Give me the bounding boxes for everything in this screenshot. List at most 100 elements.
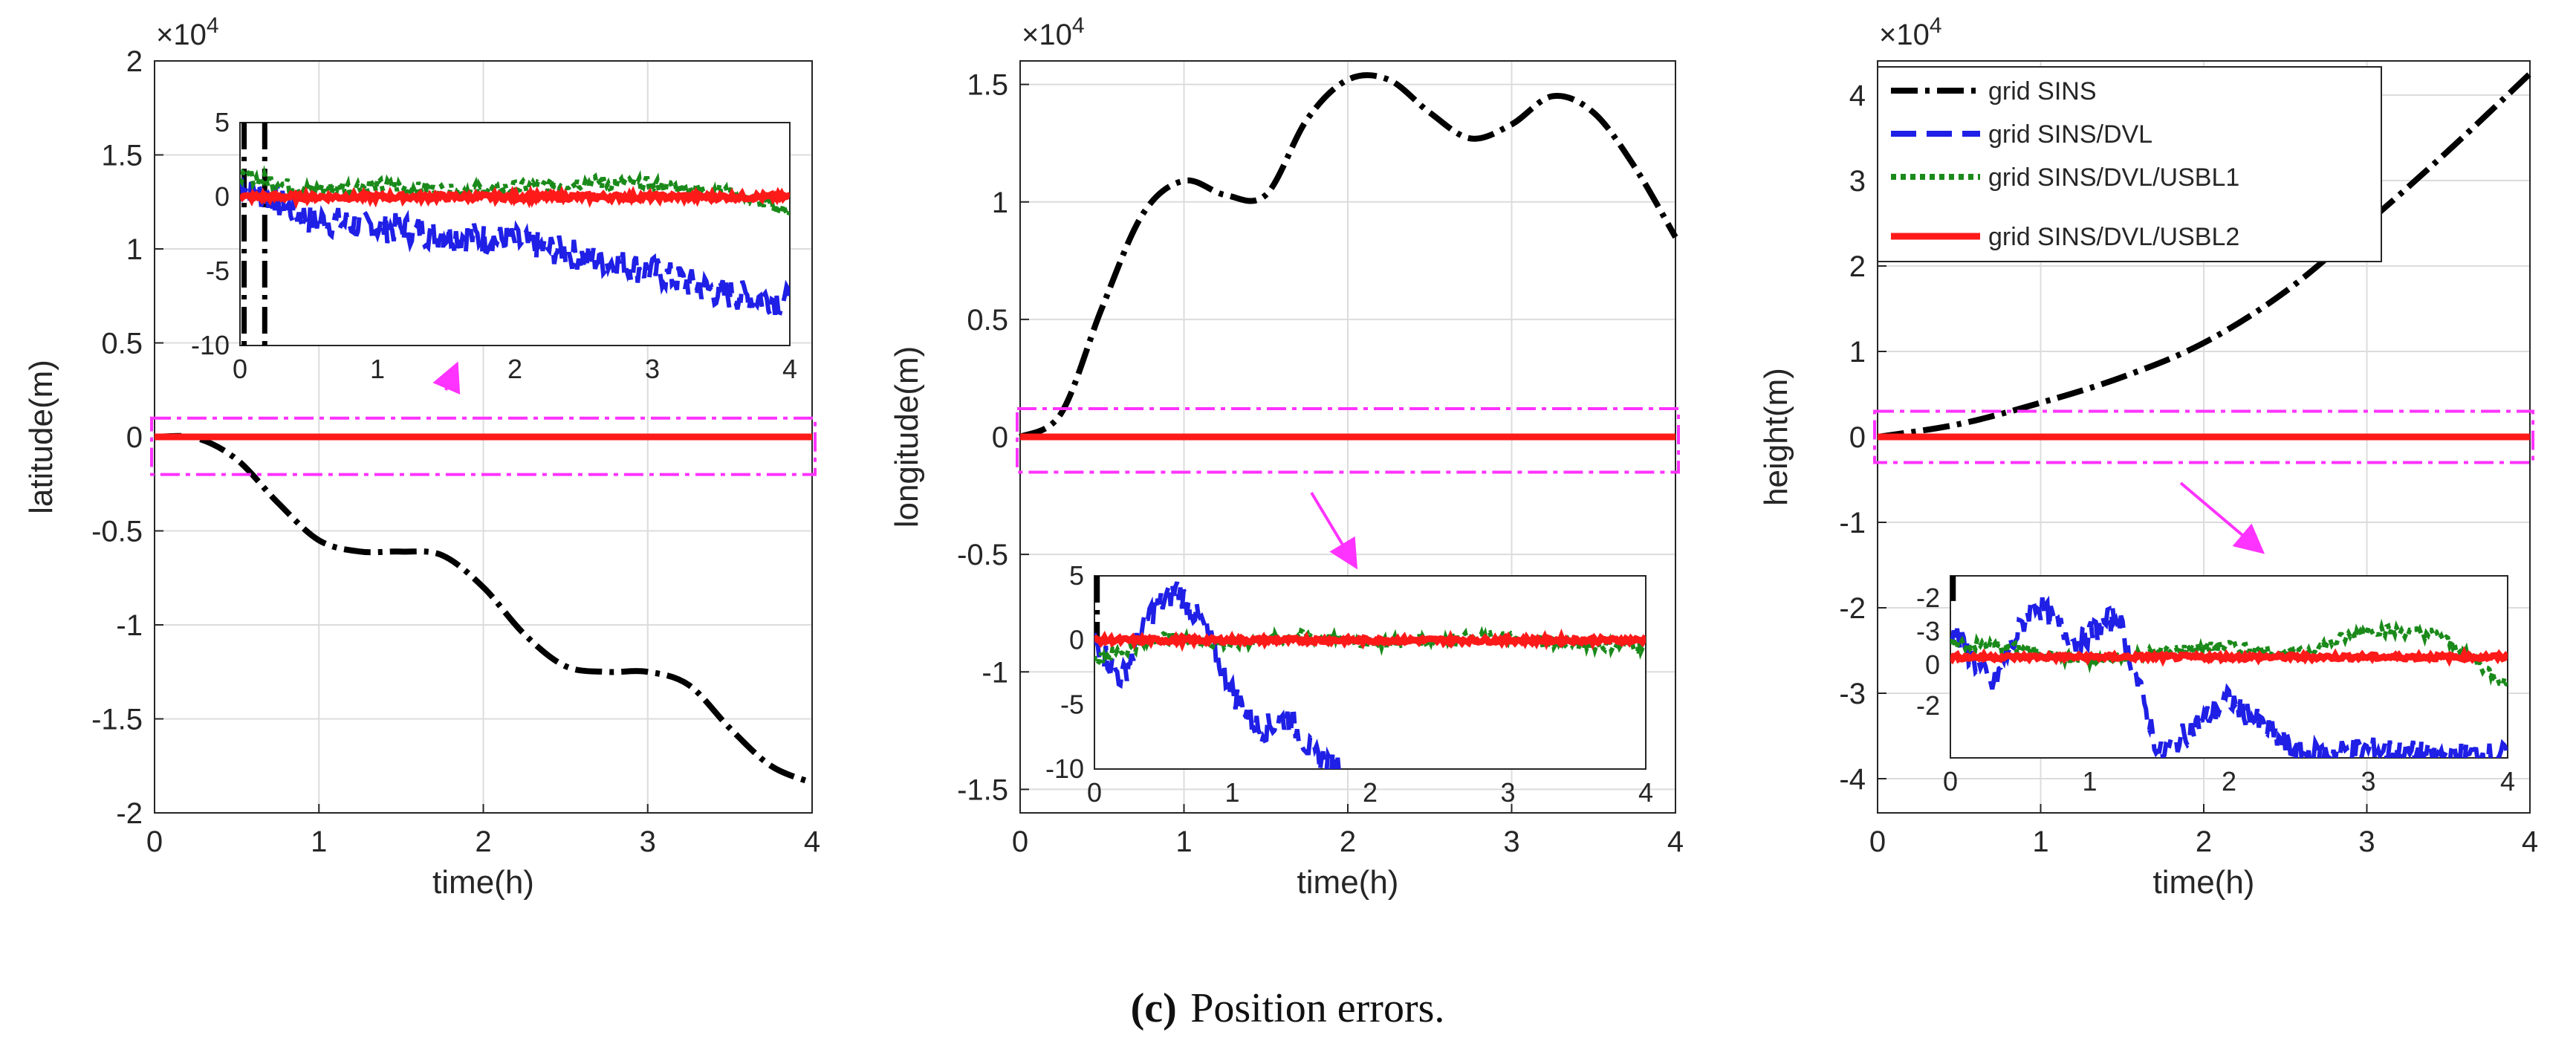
inset-series-line-sins-dvl	[240, 175, 790, 322]
inset-frame	[1950, 575, 2508, 759]
longitude-panel: 0 1 2 3 4 -1.5 -1 -0.5 0 0.5 1 1.5 ×104 time(h) longit…	[889, 13, 1684, 901]
y-tick-label: 3	[1849, 165, 1866, 198]
zoom-inset: 0 1 2 3 4 5 0 -5 -10	[1045, 560, 1653, 808]
inset-x-tick-label: 4	[782, 354, 797, 384]
caption-label: (c)	[1131, 985, 1177, 1031]
exponent-label: ×104	[1022, 13, 1085, 51]
inset-frame	[1094, 575, 1647, 770]
y-tick-label: -2	[116, 797, 143, 830]
inset-y-tick-label: -2	[1916, 690, 1940, 721]
inset-x-tick-label: 0	[1943, 766, 1958, 797]
inset-x-tick-label: 1	[2082, 766, 2097, 797]
inset-series-line-usbl2	[240, 185, 790, 210]
y-axis-label: latitude(m)	[23, 360, 59, 514]
zoom-arrow	[1310, 491, 1358, 570]
y-tick-label: 1	[992, 186, 1008, 219]
x-tick-label: 0	[1869, 825, 1886, 858]
y-tick-label: -1	[982, 656, 1008, 689]
legend-box	[1877, 66, 2382, 262]
legend-label-sins: grid SINS	[1988, 77, 2097, 106]
inset-y-tick-label: -10	[191, 330, 230, 360]
series-line-sins	[1877, 71, 2532, 440]
exponent-label: ×104	[156, 13, 219, 51]
x-tick-label: 2	[1340, 825, 1356, 858]
legend-label-usbl2: grid SINS/DVL/USBL2	[1988, 223, 2239, 251]
x-axis-label: time(h)	[432, 864, 534, 901]
y-tick-label: 0	[1849, 421, 1866, 454]
y-tick-label: 0	[126, 421, 143, 454]
y-tick-label: 2	[1849, 250, 1866, 283]
x-tick-label: 4	[2522, 825, 2538, 858]
inset-x-tick-label: 2	[507, 354, 522, 384]
x-axis-label: time(h)	[1297, 864, 1399, 901]
inset-x-tick-label: 1	[370, 354, 385, 384]
legend-item-sins-dvl: grid SINS/DVL	[1891, 120, 2152, 149]
inset-series-line-usbl2	[1950, 646, 2508, 667]
zoom-inset: 0 1 2 3 4 5 0 -5 -10	[191, 107, 797, 384]
inset-series-line-usbl1	[1950, 618, 2508, 689]
inset-x-tick-label: 4	[1638, 777, 1653, 808]
inset-y-tick-label: 5	[215, 107, 230, 137]
zoom-arrow	[432, 361, 461, 395]
x-tick-label: 4	[804, 825, 820, 858]
inset-y-tick-label: 0	[215, 181, 230, 212]
legend-item-usbl2: grid SINS/DVL/USBL2	[1891, 223, 2239, 251]
inset-y-tick-label: -3	[1916, 616, 1940, 646]
svg-text:(c) Position errors.: (c) Position errors.	[1131, 985, 1445, 1031]
y-tick-label: 0.5	[967, 304, 1008, 337]
y-tick-label: -1	[1839, 507, 1866, 539]
y-axis-label: height(m)	[1758, 368, 1794, 506]
inset-x-tick-label: 0	[233, 354, 247, 384]
inset-x-tick-label: 2	[1363, 777, 1378, 808]
inset-series-line-usbl2	[1094, 628, 1646, 652]
caption-text: Position errors.	[1190, 985, 1444, 1031]
y-tick-label: -1	[116, 609, 143, 642]
x-tick-label: 2	[2196, 825, 2212, 858]
y-tick-label: -0.5	[957, 539, 1008, 571]
y-tick-label: -4	[1839, 763, 1866, 796]
inset-y-tick-label: 0	[1925, 649, 1940, 680]
series-line-sins	[154, 432, 814, 786]
x-tick-label: 3	[2358, 825, 2375, 858]
y-tick-label: -3	[1839, 678, 1866, 710]
zoom-arrow	[2179, 481, 2265, 554]
x-axis-label: time(h)	[2153, 864, 2255, 901]
inset-y-tick-label: -5	[1060, 689, 1084, 719]
inset-series-line-sins-dvl	[1950, 595, 2508, 758]
legend-label-usbl1: grid SINS/DVL/USBL1	[1988, 163, 2239, 192]
x-tick-label: 1	[2032, 825, 2048, 858]
exponent-power: 4	[1072, 13, 1085, 38]
inset-y-tick-label: 0	[1069, 625, 1084, 655]
y-tick-label: 4	[1849, 80, 1866, 112]
exponent-label: ×104	[1879, 13, 1942, 51]
zoom-highlight-box	[1016, 407, 1680, 474]
y-tick-label: -2	[1839, 592, 1866, 625]
inset-series	[1094, 576, 1646, 769]
y-tick-label: -0.5	[91, 516, 143, 548]
inset-x-tick-label: 0	[1087, 777, 1102, 808]
y-tick-label: 1	[1849, 336, 1866, 369]
x-tick-label: 3	[1503, 825, 1519, 858]
inset-series	[240, 123, 790, 346]
x-tick-label: 0	[1012, 825, 1028, 858]
x-tick-label: 3	[640, 825, 656, 858]
y-tick-label: 2	[126, 45, 143, 78]
x-tick-label: 0	[146, 825, 163, 858]
inset-x-tick-label: 2	[2222, 766, 2236, 797]
height-panel: 0 1 2 3 4 -4 -3 -2 -1 0 1 2 3 4 ×104 time(h) height(m) 0 1…	[1758, 13, 2538, 901]
y-tick-label: 0	[992, 421, 1008, 454]
inset-x-tick-label: 3	[2361, 766, 2375, 797]
x-tick-label: 2	[475, 825, 491, 858]
y-tick-label: 1.5	[101, 140, 143, 172]
series-line-sins	[1019, 72, 1678, 440]
y-tick-label: -1.5	[957, 773, 1008, 806]
inset-y-tick-label: -5	[206, 256, 230, 286]
x-tick-label: 1	[1175, 825, 1192, 858]
inset-series	[1950, 576, 2508, 758]
inset-x-tick-label: 4	[2500, 766, 2515, 797]
zoom-highlight-box	[1873, 409, 2534, 464]
legend-label-sins-dvl: grid SINS/DVL	[1988, 120, 2152, 149]
inset-y-tick-label: -10	[1045, 753, 1084, 784]
inset-x-tick-label: 3	[1500, 777, 1515, 808]
